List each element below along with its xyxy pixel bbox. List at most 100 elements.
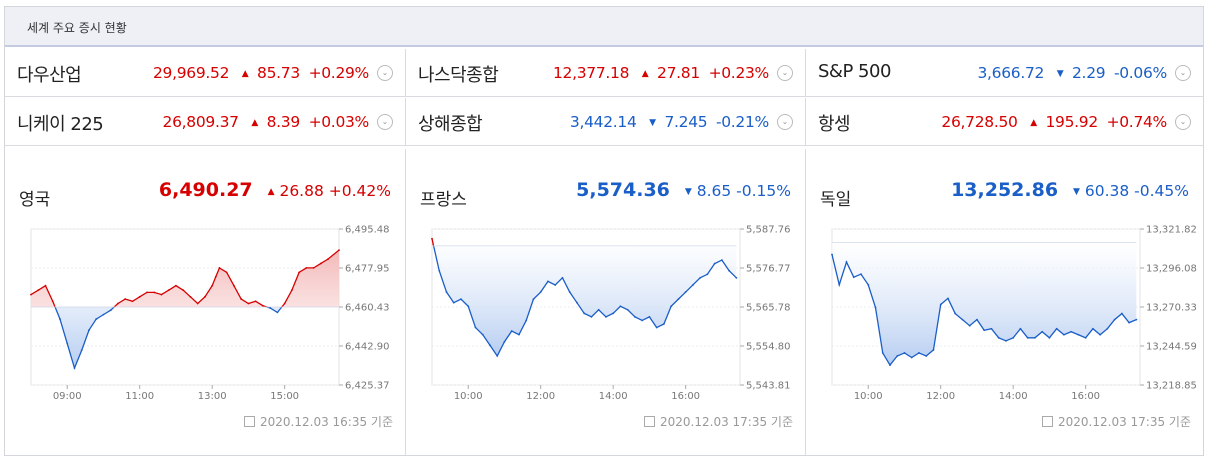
data-point [211,284,214,287]
chevron-down-icon[interactable]: ⌄ [1175,65,1191,81]
data-point [961,318,964,321]
data-point [153,291,156,294]
chevron-down-icon[interactable]: ⌄ [377,114,393,130]
data-point [460,298,462,301]
data-point [182,289,185,292]
data-point [947,297,949,300]
data-point [254,300,257,303]
widget-title: 세계 주요 증시 현황 [27,21,127,35]
data-point [503,340,506,343]
index-cell[interactable]: 다우산업 29,969.52 ▲ 85.73 +0.29% ⌄ [5,49,405,97]
y-tick-label: 13,321.82 [1146,225,1197,236]
data-point [612,312,615,315]
index-percent: +0.03% [308,113,370,131]
data-point [445,291,448,293]
index-cell[interactable]: 나스닥종합 12,377.18 ▲ 27.81 +0.23% ⌄ [405,49,805,97]
x-tick-label: 16:00 [1071,391,1100,402]
arrow-icon: ▼ [1056,69,1064,79]
intraday-chart: 5,587.76 5,576.77 5,565.78 5,554.80 5,543.81… [431,225,791,402]
data-point [131,300,134,303]
index-name: 니케이 225 [17,114,104,135]
index-cell[interactable]: 니케이 225 26,809.37 ▲ 8.39 +0.03% ⌄ [5,98,405,146]
x-tick-label: 15:00 [270,391,299,402]
chart-panel[interactable]: 프랑스 5,574.36 ▼ 8.65 -0.15% 5,587.76 5,576… [405,149,805,455]
chart-panel[interactable]: 독일 13,252.86 ▼ 60.38 -0.45% 13,321.82 13,… [805,149,1203,455]
y-tick-label: 13,244.59 [1146,342,1197,353]
x-tick-label: 10:00 [454,391,483,402]
chart-panel[interactable]: 영국 6,490.27 ▲ 26.88 +0.42% 6,495.48 6,477… [5,149,405,455]
data-point [568,291,571,293]
data-point [474,326,477,329]
data-point [525,319,528,322]
chevron-down-icon[interactable]: ⌄ [777,65,793,81]
chevron-down-icon[interactable]: ⌄ [377,65,393,81]
index-name: 나스닥종합 [418,65,499,86]
index-name: 다우산업 [17,65,82,86]
intraday-chart: 6,495.48 6,477.95 6,460.43 6,442.90 6,425.37… [30,225,390,402]
data-point [124,298,127,300]
data-point [117,302,119,305]
data-point [175,284,177,287]
calendar-icon [244,416,255,427]
data-point [932,349,935,351]
data-point [73,367,76,369]
timestamp-text: 2020.12.03 16:35 기준 [260,415,393,429]
data-point [699,276,702,279]
index-name: 상해종합 [418,114,483,135]
y-tick-label: 6,495.48 [345,225,390,236]
y-tick-label: 5,576.77 [746,264,791,275]
index-percent: -0.21% [715,113,769,131]
data-point [641,319,644,322]
index-value: 3,666.72 [977,64,1045,82]
price-line-up [30,249,340,307]
data-point [1106,327,1109,330]
data-point [874,306,877,309]
data-point [1070,330,1073,333]
index-value: 12,377.18 [552,64,630,82]
arrow-icon: ▲ [251,118,258,128]
x-tick-label: 12:00 [526,391,555,402]
chevron-down-icon[interactable]: ⌄ [777,114,793,130]
index-value: 3,442.14 [569,113,637,131]
index-name: S&P 500 [818,61,891,82]
data-point [1099,333,1102,336]
data-point [889,364,891,366]
index-cell[interactable]: 항셍 26,728.50 ▲ 195.92 +0.74% ⌄ [805,98,1203,146]
data-point [1135,318,1138,321]
data-point [276,311,279,314]
data-point [102,313,105,316]
y-tick-label: 6,442.90 [345,342,390,353]
index-row-1: 다우산업 29,969.52 ▲ 85.73 +0.29% ⌄ 나스닥종합 12… [5,49,1203,97]
data-point [489,344,491,347]
y-tick-label: 5,543.81 [746,381,791,392]
data-point [648,315,651,318]
chart-timestamp: 2020.12.03 17:35 기준 [644,413,793,430]
index-cell[interactable]: S&P 500 3,666.72 ▼ 2.29 -0.06% ⌄ [805,49,1203,97]
chart-market-name: 프랑스 [420,190,467,210]
data-point [298,271,301,274]
index-cell[interactable]: 상해종합 3,442.14 ▼ 7.245 -0.21% ⌄ [405,98,805,146]
chevron-down-icon[interactable]: ⌄ [1175,114,1191,130]
data-point [918,352,920,354]
data-point [634,315,636,318]
data-point [539,291,542,293]
chart-values: 6,490.27 ▲ 26.88 +0.42% [159,179,391,201]
data-point [852,276,855,279]
data-point [44,284,47,287]
data-point [845,261,848,263]
area-below-fill [31,306,339,369]
arrow-icon: ▼ [684,187,692,197]
data-point [481,333,484,336]
data-point [305,266,308,269]
data-point [510,330,513,332]
y-tick-label: 6,460.43 [345,303,390,314]
data-point [496,355,499,357]
data-point [240,298,243,300]
data-point [225,271,228,274]
data-point [860,273,862,276]
x-tick-label: 16:00 [671,391,700,402]
chart-percent: -0.45% [1134,182,1189,200]
data-point [146,291,148,294]
world-stock-widget: 세계 주요 증시 현황 다우산업 29,969.52 ▲ 85.73 +0.29… [4,6,1204,456]
data-point [1005,339,1007,342]
